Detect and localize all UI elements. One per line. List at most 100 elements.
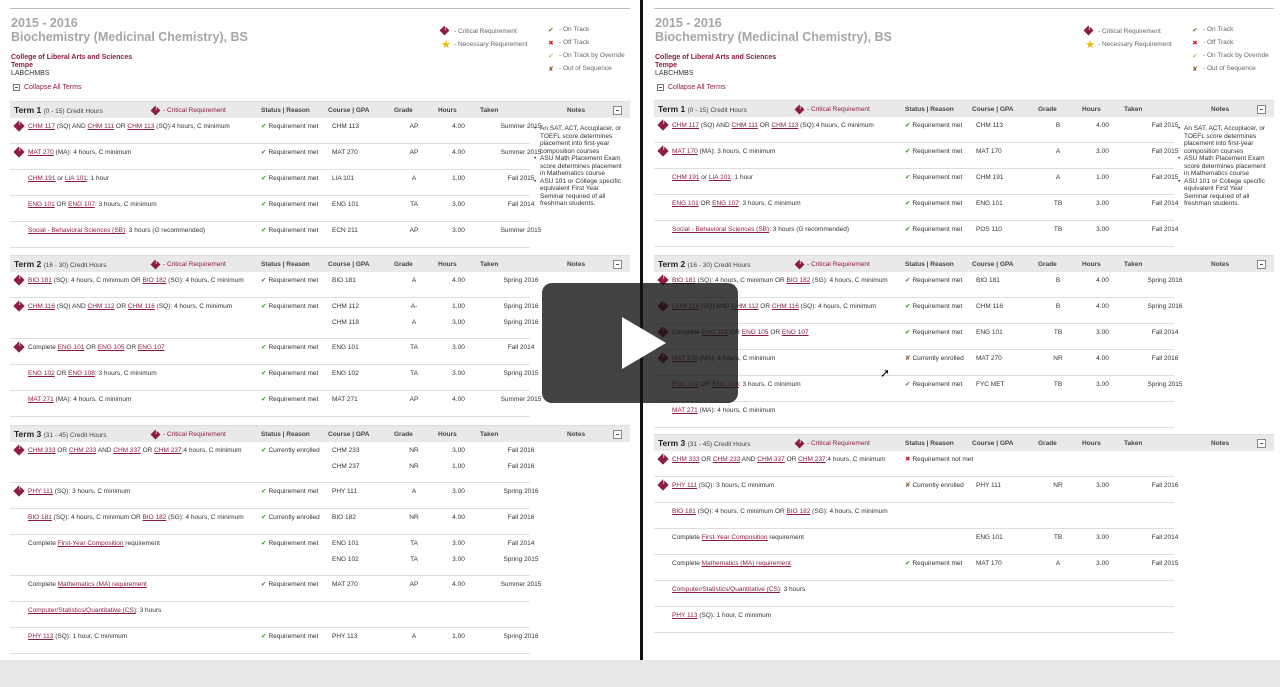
course-link[interactable]: BIO 181 (672, 277, 696, 284)
requirement-text: (SQ): 4 hours, C minimum (798, 303, 877, 310)
course-link[interactable]: CHM 112 (731, 303, 759, 310)
college-name: College of Liberal Arts and Sciences (11, 54, 133, 61)
course-cells: ECN 211 AP 3.00 Summer 2015 (332, 227, 561, 243)
course-cells: ENG 101 TA 3.00 Fall 2014 ENG 102 TA 3.00 Sprin… (332, 540, 561, 572)
term-header[interactable]: Term 3 (31 - 45) Credit Hours - Critical … (654, 434, 1274, 451)
course-link[interactable]: PHY 111 (672, 482, 697, 489)
check-icon: ✔ (905, 200, 911, 207)
course-link[interactable]: CHM 333 (672, 456, 700, 463)
critical-diamond (657, 479, 669, 491)
course-link[interactable]: PHY 111 (28, 488, 53, 495)
course-cells: MAT 270 AP 4.00 Summer 2015 (332, 581, 561, 597)
course-link[interactable]: ENG 108 (68, 370, 95, 377)
requirement-link[interactable]: Mathematics (MA) requirement (57, 581, 147, 588)
course-cells: CHM 113 AP 4.00 Summer 2015 (332, 123, 561, 139)
course-code: POS 110 (976, 226, 1002, 233)
collapse-all-terms[interactable]: Collapse All Terms (13, 84, 81, 91)
course-link[interactable]: CHM 117 (672, 122, 699, 129)
course-link[interactable]: ENG 101 (57, 344, 85, 351)
program-code: LABCHMBS (655, 70, 694, 77)
course-link[interactable]: CHM 337 (757, 456, 785, 463)
legend-status: ✔ - On Track ✖ - Off Track ✔ - On Track by … (545, 23, 640, 75)
collapse-term-toggle[interactable] (1257, 260, 1266, 269)
course-link[interactable]: LIA 101 (64, 175, 87, 182)
course-link[interactable]: ENG 107 (68, 201, 95, 208)
term-header[interactable]: Term 1 (0 - 15) Credit Hours - Critical R… (10, 101, 630, 118)
course-link[interactable]: CHM 116 (771, 303, 799, 310)
course-link[interactable]: BIO 181 (28, 514, 52, 521)
collapse-label: Collapse All Terms (668, 84, 726, 91)
course-link[interactable]: ENG 107 (137, 344, 165, 351)
requirement-link[interactable]: Social - Behavioral Sciences (SB) (28, 227, 126, 234)
course-link[interactable]: CHM 116 (28, 303, 55, 310)
course-line: MAT 270 NR 4.00 Fall 2016 (976, 355, 1205, 371)
course-link[interactable]: BIO 182 (786, 277, 811, 284)
course-link[interactable]: CHM 113 (127, 123, 155, 130)
requirement-text: OR (758, 122, 772, 129)
course-link[interactable]: CHM 233 (68, 447, 97, 454)
course-link[interactable]: ENG 101 (672, 200, 699, 207)
requirement-link[interactable]: Mathematics (MA) requirement (701, 560, 791, 567)
status-reason: ✔ Requirement met (905, 200, 977, 208)
course-link[interactable]: MAT 271 (672, 407, 698, 414)
collapse-all-terms[interactable]: Collapse All Terms (657, 84, 725, 91)
course-link[interactable]: ENG 101 (28, 201, 55, 208)
course-link[interactable]: CHM 111 (87, 123, 115, 130)
play-button[interactable] (542, 283, 738, 403)
course-link[interactable]: CHM 237 (798, 456, 826, 463)
course-link[interactable]: CHM 112 (87, 303, 115, 310)
collapse-icon (657, 84, 664, 91)
course-link[interactable]: CHM 116 (127, 303, 155, 310)
course-link[interactable]: CHM 113 (771, 122, 799, 129)
term-header[interactable]: Term 2 (16 - 30) Credit Hours - Critical … (654, 255, 1274, 272)
requirement-text: (MA): 4 hours, C minimum (697, 407, 776, 414)
course-link[interactable]: ENG 105 (741, 329, 769, 336)
course-link[interactable]: MAT 270 (28, 149, 54, 156)
course-link[interactable]: PHY 113 (28, 633, 54, 640)
course-link[interactable]: BIO 181 (28, 277, 52, 284)
course-link[interactable]: ENG 102 (28, 370, 55, 377)
course-link[interactable]: MAT 170 (672, 148, 698, 155)
column-header-status: Status | Reason (261, 260, 310, 268)
collapse-term-toggle[interactable] (613, 106, 622, 115)
term-credit-range: (16 - 30) Credit Hours (687, 262, 751, 269)
course-link[interactable]: MAT 271 (28, 396, 54, 403)
course-link[interactable]: CHM 111 (731, 122, 759, 129)
course-link[interactable]: BIO 181 (672, 508, 696, 515)
term-header[interactable]: Term 3 (31 - 45) Credit Hours - Critical … (10, 425, 630, 442)
course-link[interactable]: ENG 105 (97, 344, 125, 351)
collapse-term-toggle[interactable] (613, 430, 622, 439)
term-header[interactable]: Term 2 (16 - 30) Credit Hours - Critical … (10, 255, 630, 272)
critical-requirement-legend: - Critical Requirement (150, 259, 226, 269)
course-code: MAT 270 (332, 581, 358, 588)
requirement-text: : 1 hour (730, 174, 753, 181)
course-link[interactable]: CHM 191 (28, 175, 56, 182)
requirement-link[interactable]: First-Year Composition (57, 540, 124, 547)
collapse-term-toggle[interactable] (1257, 105, 1266, 114)
course-link[interactable]: ENG 107 (712, 200, 739, 207)
course-link[interactable]: ENG 107 (781, 329, 809, 336)
requirement-link[interactable]: Social - Behavioral Sciences (SB) (672, 226, 770, 233)
collapse-term-toggle[interactable] (1257, 439, 1266, 448)
requirement-row: ENG 101 OR ENG 107: 3 hours, C minimum ✔ R… (654, 195, 1178, 221)
course-link[interactable]: CHM 333 (28, 447, 56, 454)
course-link[interactable]: PHY 113 (672, 612, 698, 619)
legend-necessary: - Necessary Requirement (1098, 41, 1172, 48)
requirement-link[interactable]: Computer/Statistics/Quantitative (CS) (672, 586, 781, 593)
course-link[interactable]: CHM 237 (154, 447, 182, 454)
course-link[interactable]: LIA 101 (708, 174, 731, 181)
course-link[interactable]: CHM 233 (712, 456, 741, 463)
program-header: 2015 - 2016 Biochemistry (Medicinal Chem… (11, 17, 631, 97)
course-link[interactable]: BIO 182 (142, 277, 167, 284)
collapse-term-toggle[interactable] (613, 260, 622, 269)
course-link[interactable]: BIO 182 (786, 508, 811, 515)
requirement-link[interactable]: Computer/Statistics/Quantitative (CS) (28, 607, 137, 614)
requirement-description: BIO 181 (SQ): 4 hours, C minimum OR BIO … (672, 508, 900, 516)
video-control-bar (0, 660, 1280, 687)
course-link[interactable]: CHM 191 (672, 174, 700, 181)
course-link[interactable]: CHM 117 (28, 123, 55, 130)
course-link[interactable]: CHM 337 (113, 447, 141, 454)
requirement-link[interactable]: First-Year Composition (701, 534, 768, 541)
term-header[interactable]: Term 1 (0 - 15) Credit Hours - Critical R… (654, 100, 1274, 117)
course-link[interactable]: BIO 182 (142, 514, 167, 521)
